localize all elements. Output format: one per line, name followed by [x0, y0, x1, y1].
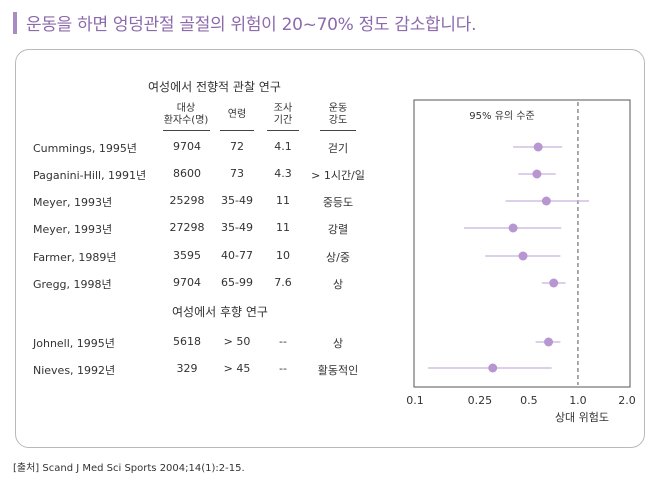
- estimate-marker: [518, 251, 528, 261]
- patient-count: 27298: [169, 221, 205, 234]
- study-name: Meyer, 1993년: [33, 223, 113, 236]
- study-duration: 10: [276, 249, 290, 262]
- study-name: Farmer, 1989년: [33, 251, 117, 264]
- chart-panel: [15, 49, 645, 448]
- age-range: 35-49: [221, 194, 253, 207]
- age-range: > 45: [223, 362, 251, 375]
- study-duration: 7.6: [274, 276, 292, 289]
- title-accent-bar: [13, 12, 17, 34]
- col-underline-intensity: [320, 130, 356, 131]
- study-duration: 4.1: [274, 140, 292, 153]
- study-name: Gregg, 1998년: [33, 278, 112, 291]
- patient-count: 25298: [169, 194, 205, 207]
- patient-count: 329: [176, 362, 198, 375]
- age-range: 40-77: [221, 249, 253, 262]
- section-title-retrospective: 여성에서 후향 연구: [172, 305, 268, 319]
- patient-count: 9704: [173, 140, 201, 153]
- exercise-intensity: > 1시간/일: [311, 169, 365, 182]
- col-underline-patients: [163, 130, 210, 131]
- exercise-intensity: 상: [332, 337, 344, 350]
- col-header-patients: 대상 환자수(명): [163, 103, 209, 126]
- col-header-duration: 조사 기간: [273, 103, 293, 126]
- source-citation: [출처] Scand J Med Sci Sports 2004;14(1):2…: [13, 463, 245, 474]
- exercise-intensity: 중등도: [322, 196, 354, 209]
- x-tick-label: 0.1: [406, 394, 424, 407]
- estimate-marker: [549, 278, 559, 288]
- significance-annotation: 95% 유의 수준: [469, 110, 534, 122]
- study-name: Meyer, 1993년: [33, 196, 113, 209]
- age-range: 35-49: [221, 221, 253, 234]
- col-underline-age: [220, 130, 254, 131]
- study-name: Nieves, 1992년: [33, 364, 116, 377]
- patient-count: 8600: [173, 167, 201, 180]
- x-tick-label: 0.5: [520, 394, 538, 407]
- patient-count: 9704: [173, 276, 201, 289]
- patient-count: 3595: [173, 249, 201, 262]
- x-tick-label: 1.0: [569, 394, 587, 407]
- x-tick-label: 2.0: [618, 394, 636, 407]
- study-duration: --: [279, 362, 287, 375]
- plot-frame: [413, 99, 631, 388]
- page-title: 운동을 하면 엉덩관절 골절의 위험이 20~70% 정도 감소합니다.: [26, 15, 477, 35]
- col-underline-duration: [267, 130, 299, 131]
- estimate-marker: [544, 337, 554, 347]
- estimate-marker: [488, 363, 498, 373]
- age-range: 65-99: [221, 276, 253, 289]
- section-title-prospective: 여성에서 전향적 관찰 연구: [148, 80, 281, 94]
- exercise-intensity: 상/중: [326, 251, 350, 264]
- exercise-intensity: 강렬: [327, 223, 349, 236]
- study-name: Johnell, 1995년: [33, 337, 115, 350]
- estimate-marker: [541, 196, 551, 206]
- col-header-age: 연령: [227, 109, 247, 120]
- exercise-intensity: 상: [332, 278, 344, 291]
- study-duration: 11: [276, 194, 290, 207]
- study-duration: --: [279, 335, 287, 348]
- study-duration: 4.3: [274, 167, 292, 180]
- exercise-intensity: 활동적인: [317, 364, 359, 377]
- study-duration: 11: [276, 221, 290, 234]
- x-tick-label: 0.25: [468, 394, 493, 407]
- age-range: 73: [230, 167, 244, 180]
- patient-count: 5618: [173, 335, 201, 348]
- estimate-marker: [532, 169, 542, 179]
- study-name: Cummings, 1995년: [33, 142, 137, 155]
- age-range: > 50: [223, 335, 251, 348]
- estimate-marker: [533, 142, 543, 152]
- forest-plot: 95% 유의 수준 0.1 0.25 0.5 1.0 2.0 상대 위험도: [406, 99, 636, 424]
- study-name: Paganini-Hill, 1991년: [33, 169, 147, 182]
- x-axis-label: 상대 위험도: [555, 411, 609, 424]
- age-range: 72: [230, 140, 244, 153]
- exercise-intensity: 걷기: [327, 142, 349, 155]
- col-header-intensity: 운동 강도: [328, 103, 348, 126]
- estimate-marker: [508, 223, 518, 233]
